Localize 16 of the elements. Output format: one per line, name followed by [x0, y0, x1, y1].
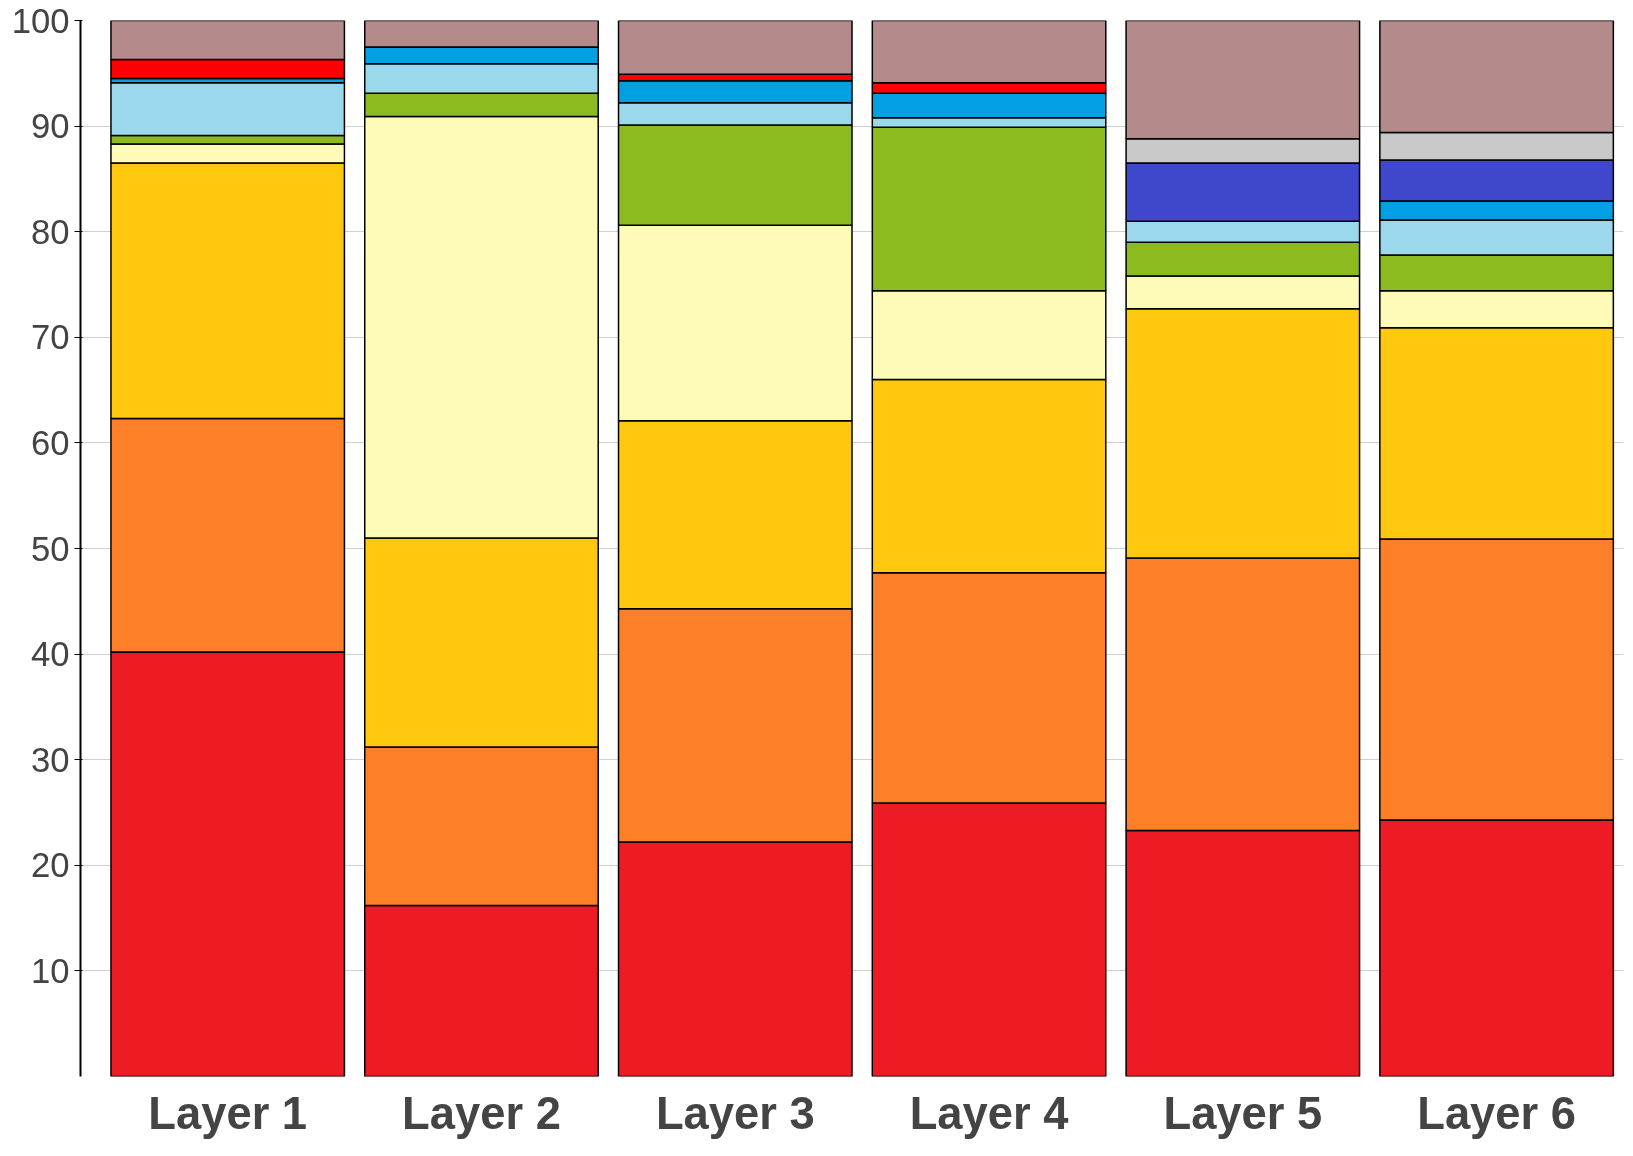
y-tick-label: 30 — [30, 740, 70, 779]
x-tick-label: Layer 5 — [1163, 1087, 1323, 1139]
x-tick-label: Layer 2 — [402, 1087, 561, 1139]
x-tick-label: Layer 3 — [655, 1087, 815, 1139]
y-tick-label: 100 — [11, 1, 70, 40]
y-tick-label: 20 — [30, 846, 70, 885]
y-tick-label: 90 — [30, 107, 70, 146]
y-tick-label: 50 — [30, 529, 70, 568]
x-tick-label: Layer 1 — [148, 1087, 308, 1139]
x-tick-label: Layer 6 — [1417, 1087, 1576, 1139]
y-tick-label: 40 — [30, 635, 70, 674]
y-tick-label: 70 — [30, 318, 70, 357]
y-tick-label: 10 — [30, 951, 70, 990]
x-tick-label: Layer 4 — [909, 1087, 1069, 1139]
y-tick-label: 80 — [30, 212, 70, 251]
y-tick-label: 60 — [30, 423, 70, 462]
